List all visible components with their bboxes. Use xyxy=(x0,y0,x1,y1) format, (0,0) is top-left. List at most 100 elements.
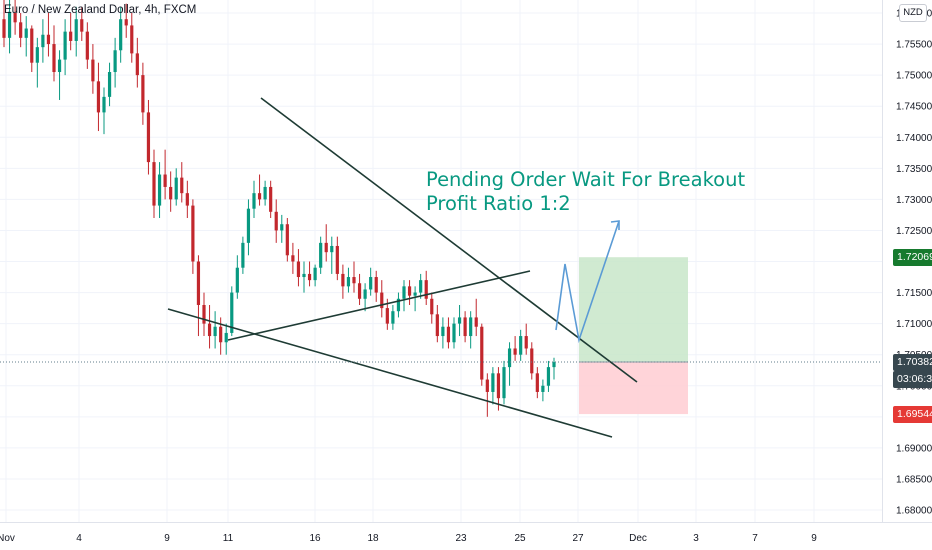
chart-grid xyxy=(0,0,882,522)
candle xyxy=(496,367,501,411)
candle-body xyxy=(530,348,534,374)
candle xyxy=(24,16,28,57)
time-tick-label: 3 xyxy=(693,533,699,544)
candle-body xyxy=(246,208,251,243)
candle-body xyxy=(219,326,223,343)
candle-body xyxy=(441,326,445,337)
time-tick-label: 25 xyxy=(514,533,526,544)
candle xyxy=(69,13,73,51)
candle xyxy=(102,87,106,135)
candle xyxy=(124,3,128,38)
candle-body xyxy=(485,379,489,392)
candle xyxy=(502,360,506,405)
candle-body xyxy=(496,373,501,399)
candle xyxy=(219,317,223,355)
candle xyxy=(96,62,101,132)
candle-body xyxy=(424,280,428,299)
candle-body xyxy=(296,261,301,278)
candle-body xyxy=(419,280,423,293)
candle-body xyxy=(19,22,23,38)
candle xyxy=(469,311,473,349)
price-tick-label: 1.71000 xyxy=(896,319,932,330)
symbol-title[interactable]: Euro / New Zealand Dollar, 4h, FXCM xyxy=(4,4,197,16)
candle-body xyxy=(407,286,412,296)
rising-trendline xyxy=(227,270,531,341)
candle-body xyxy=(46,34,51,45)
loss-zone xyxy=(579,362,688,415)
time-tick-label: 9 xyxy=(164,533,170,544)
candle-body xyxy=(552,362,556,368)
candle-body xyxy=(124,19,128,26)
candle-body xyxy=(235,267,239,293)
candle xyxy=(135,37,139,88)
candle-body xyxy=(357,283,362,299)
currency-button[interactable]: NZD xyxy=(899,4,927,22)
chart-annotation[interactable]: Pending Order Wait For Breakout Profit R… xyxy=(426,168,745,216)
stop-price-tag: 1.69544 xyxy=(893,405,932,423)
candle-body xyxy=(513,348,517,355)
candle-body xyxy=(502,367,506,399)
candle xyxy=(430,292,434,324)
candle-body xyxy=(135,53,139,76)
candle xyxy=(491,367,495,405)
candle-body xyxy=(380,292,384,309)
candle xyxy=(119,6,123,63)
candle xyxy=(457,304,462,337)
candle-body xyxy=(446,326,451,343)
candle xyxy=(380,280,384,318)
candle-body xyxy=(330,245,334,253)
candle xyxy=(274,199,278,243)
candlestick-series xyxy=(2,0,556,417)
candle-body xyxy=(63,31,67,60)
candle-body xyxy=(157,174,162,206)
candle-body xyxy=(263,186,267,200)
candle xyxy=(257,174,262,206)
candle xyxy=(252,180,256,219)
upper-trendline xyxy=(260,97,638,383)
candle xyxy=(463,311,467,343)
annotation-line-2: Profit Ratio 1:2 xyxy=(426,192,571,215)
candle xyxy=(13,0,17,35)
candle-body xyxy=(435,314,439,337)
candle xyxy=(396,292,401,318)
candle xyxy=(552,357,556,380)
candle-body xyxy=(302,273,306,278)
time-tick-label: 11 xyxy=(223,533,234,544)
candle xyxy=(485,373,489,417)
candle-body xyxy=(24,28,28,38)
candle-body xyxy=(257,193,262,200)
price-tick-label: 1.75500 xyxy=(896,40,932,51)
candle-body xyxy=(391,311,395,324)
candle xyxy=(235,255,239,299)
candle xyxy=(435,304,439,343)
price-tick-label: 1.73000 xyxy=(896,195,932,206)
candle xyxy=(7,0,12,54)
candle xyxy=(474,298,478,337)
candle xyxy=(91,44,95,94)
candle-body xyxy=(480,326,484,380)
candle xyxy=(424,270,428,305)
time-axis[interactable]: Nov 4 9 11 16 18 23 25 27 Dec 3 7 9 xyxy=(0,522,932,545)
candle xyxy=(357,273,362,305)
candle-body xyxy=(85,31,89,60)
candle-body xyxy=(346,277,351,287)
candle xyxy=(441,317,445,349)
candle xyxy=(541,379,545,402)
candle xyxy=(324,224,328,262)
candle-body xyxy=(202,304,206,324)
time-tick-label: Dec xyxy=(629,533,647,544)
candle xyxy=(85,22,89,69)
candle xyxy=(163,149,167,200)
price-tick-label: 1.69000 xyxy=(896,443,932,454)
candle xyxy=(535,367,539,399)
candle xyxy=(330,236,334,274)
price-tick-label: 1.68000 xyxy=(896,506,932,517)
candle xyxy=(146,99,151,175)
candle xyxy=(507,342,512,386)
candle-body xyxy=(491,373,495,392)
candle-body xyxy=(507,348,512,368)
candle xyxy=(407,280,412,305)
candle-body xyxy=(30,28,34,63)
candle-body xyxy=(352,277,356,284)
